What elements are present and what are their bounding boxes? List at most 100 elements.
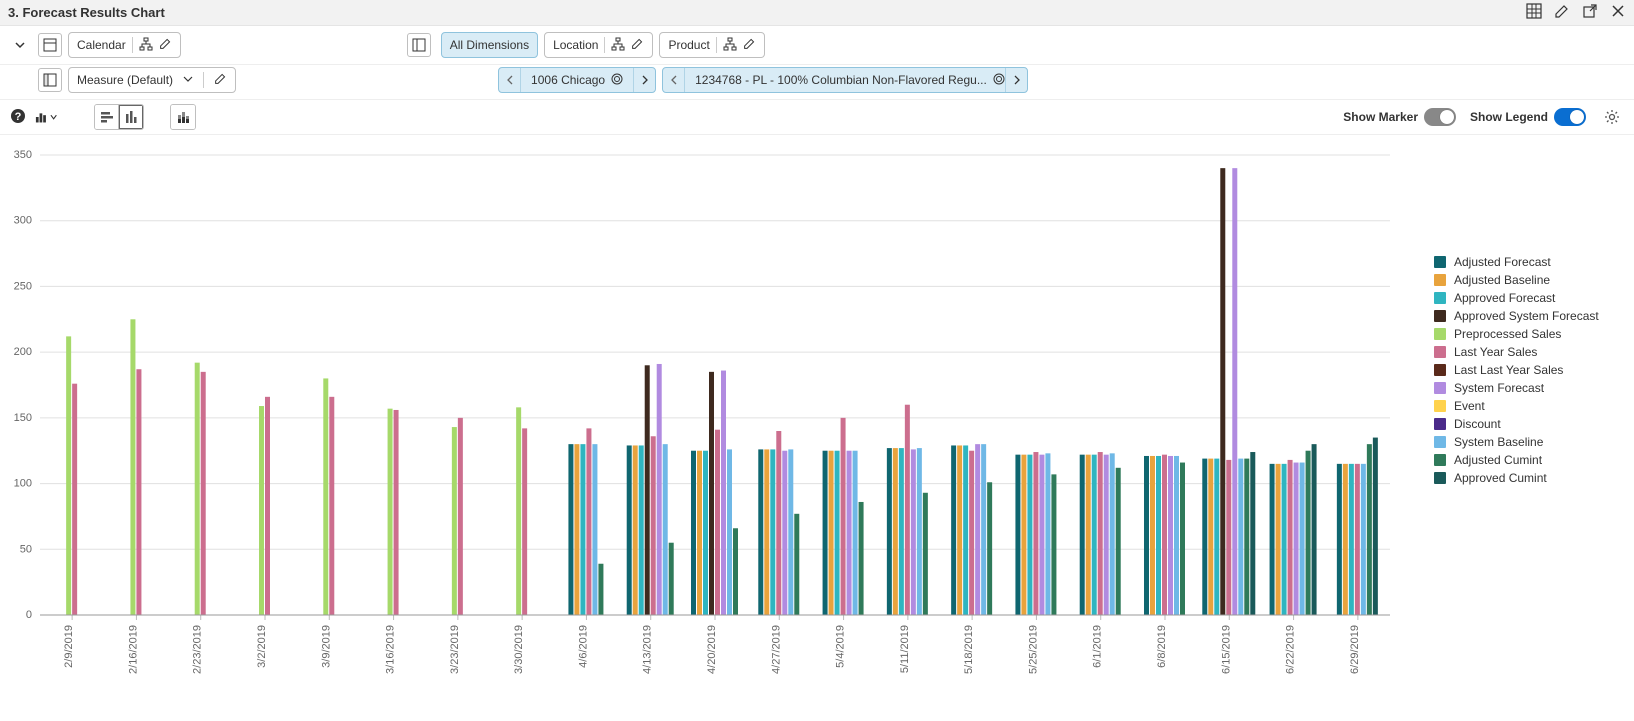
legend-item[interactable]: Last Last Year Sales xyxy=(1434,363,1624,377)
location-label: Location xyxy=(553,38,598,52)
edit-icon[interactable] xyxy=(159,37,172,53)
svg-text:2/16/2019: 2/16/2019 xyxy=(127,625,139,674)
show-legend-toggle-row: Show Legend xyxy=(1470,108,1586,126)
legend-item[interactable]: Last Year Sales xyxy=(1434,345,1624,359)
help-icon[interactable]: ? xyxy=(10,108,26,127)
legend-item[interactable]: Approved Cumint xyxy=(1434,471,1624,485)
grid-icon[interactable] xyxy=(1526,3,1542,22)
svg-text:350: 350 xyxy=(14,149,32,161)
svg-text:2/9/2019: 2/9/2019 xyxy=(63,625,75,668)
legend-item[interactable]: Approved Forecast xyxy=(1434,291,1624,305)
legend-swatch xyxy=(1434,256,1446,268)
edit-icon[interactable] xyxy=(631,37,644,53)
edit-icon[interactable] xyxy=(1554,3,1570,22)
show-marker-toggle-row: Show Marker xyxy=(1343,108,1456,126)
edit-icon[interactable] xyxy=(214,72,227,88)
svg-text:6/22/2019: 6/22/2019 xyxy=(1285,625,1297,674)
breadcrumb-location-label: 1006 Chicago xyxy=(531,73,605,87)
hierarchy-icon[interactable] xyxy=(723,37,737,54)
legend-item[interactable]: System Forecast xyxy=(1434,381,1624,395)
edit-icon[interactable] xyxy=(743,37,756,53)
legend-swatch xyxy=(1434,328,1446,340)
svg-text:6/15/2019: 6/15/2019 xyxy=(1220,625,1232,674)
svg-text:3/30/2019: 3/30/2019 xyxy=(513,625,525,674)
hierarchy-icon[interactable] xyxy=(139,37,153,54)
calendar-pill[interactable]: Calendar xyxy=(68,32,181,58)
product-pill[interactable]: Product xyxy=(659,32,764,58)
legend-item[interactable]: Adjusted Cumint xyxy=(1434,453,1624,467)
svg-text:300: 300 xyxy=(14,215,32,227)
show-legend-label: Show Legend xyxy=(1470,110,1548,124)
popout-icon[interactable] xyxy=(1582,3,1598,22)
calendar-label: Calendar xyxy=(77,38,126,52)
hierarchy-icon[interactable] xyxy=(611,37,625,54)
prev-icon[interactable] xyxy=(499,68,521,92)
legend-swatch xyxy=(1434,400,1446,412)
legend-swatch xyxy=(1434,292,1446,304)
chevron-down-icon[interactable] xyxy=(8,33,32,57)
svg-text:200: 200 xyxy=(14,346,32,358)
measure-pill[interactable]: Measure (Default) xyxy=(68,67,236,93)
svg-text:3/16/2019: 3/16/2019 xyxy=(385,625,397,674)
legend-item[interactable]: Event xyxy=(1434,399,1624,413)
legend-item[interactable]: Discount xyxy=(1434,417,1624,431)
toolbar-row-2: Measure (Default) 1006 Chicago 1234768 -… xyxy=(0,65,1634,100)
measure-label: Measure (Default) xyxy=(77,73,173,87)
legend-label: Approved Cumint xyxy=(1454,471,1547,485)
legend-label: Event xyxy=(1454,399,1485,413)
legend-swatch xyxy=(1434,472,1446,484)
layout-icon[interactable] xyxy=(38,33,62,57)
svg-text:5/25/2019: 5/25/2019 xyxy=(1027,625,1039,674)
sidebar-icon[interactable] xyxy=(38,68,62,92)
chart-plot: 0501001502002503003502/9/20192/16/20192/… xyxy=(10,145,1424,705)
next-icon[interactable] xyxy=(633,68,655,92)
stacked-bar-icon[interactable] xyxy=(171,105,195,129)
chart-orientation-group xyxy=(94,104,144,130)
location-pill[interactable]: Location xyxy=(544,32,653,58)
close-icon[interactable] xyxy=(1610,3,1626,22)
panel-icon[interactable] xyxy=(407,33,431,57)
legend-swatch xyxy=(1434,274,1446,286)
svg-text:4/27/2019: 4/27/2019 xyxy=(770,625,782,674)
svg-text:3/23/2019: 3/23/2019 xyxy=(449,625,461,674)
legend-item[interactable]: System Baseline xyxy=(1434,435,1624,449)
legend-item[interactable]: Approved System Forecast xyxy=(1434,309,1624,323)
svg-text:50: 50 xyxy=(20,543,32,555)
chart-legend: Adjusted Forecast Adjusted Baseline Approv… xyxy=(1424,145,1624,705)
legend-label: Adjusted Cumint xyxy=(1454,453,1542,467)
legend-swatch xyxy=(1434,346,1446,358)
legend-label: System Baseline xyxy=(1454,435,1543,449)
prev-icon[interactable] xyxy=(663,68,685,92)
chart-type-icon[interactable] xyxy=(34,105,58,129)
legend-label: Last Last Year Sales xyxy=(1454,363,1563,377)
svg-text:3/2/2019: 3/2/2019 xyxy=(256,625,268,668)
show-marker-toggle[interactable] xyxy=(1424,108,1456,126)
breadcrumb-product[interactable]: 1234768 - PL - 100% Columbian Non-Flavor… xyxy=(662,67,1028,93)
all-dimensions-pill[interactable]: All Dimensions xyxy=(441,32,538,58)
svg-text:5/11/2019: 5/11/2019 xyxy=(899,625,911,673)
next-icon[interactable] xyxy=(1005,68,1027,92)
legend-label: Discount xyxy=(1454,417,1501,431)
legend-item[interactable]: Adjusted Forecast xyxy=(1434,255,1624,269)
show-legend-toggle[interactable] xyxy=(1554,108,1586,126)
legend-item[interactable]: Adjusted Baseline xyxy=(1434,273,1624,287)
product-label: Product xyxy=(668,38,709,52)
svg-text:?: ? xyxy=(15,111,22,123)
svg-text:2/23/2019: 2/23/2019 xyxy=(192,625,204,674)
svg-text:6/1/2019: 6/1/2019 xyxy=(1092,625,1104,668)
legend-label: Approved System Forecast xyxy=(1454,309,1599,323)
legend-item[interactable]: Preprocessed Sales xyxy=(1434,327,1624,341)
all-dimensions-label: All Dimensions xyxy=(450,38,529,52)
svg-text:6/8/2019: 6/8/2019 xyxy=(1156,625,1168,668)
legend-swatch xyxy=(1434,382,1446,394)
legend-label: System Forecast xyxy=(1454,381,1544,395)
horizontal-bar-icon[interactable] xyxy=(95,105,119,129)
chart-toolbar: ? Show Marker Show Legend xyxy=(0,100,1634,135)
titlebar: 3. Forecast Results Chart xyxy=(0,0,1634,26)
vertical-bar-icon[interactable] xyxy=(119,105,143,129)
legend-swatch xyxy=(1434,418,1446,430)
legend-label: Approved Forecast xyxy=(1454,291,1555,305)
svg-text:4/13/2019: 4/13/2019 xyxy=(642,625,654,674)
breadcrumb-location[interactable]: 1006 Chicago xyxy=(498,67,656,93)
gear-icon[interactable] xyxy=(1600,105,1624,129)
